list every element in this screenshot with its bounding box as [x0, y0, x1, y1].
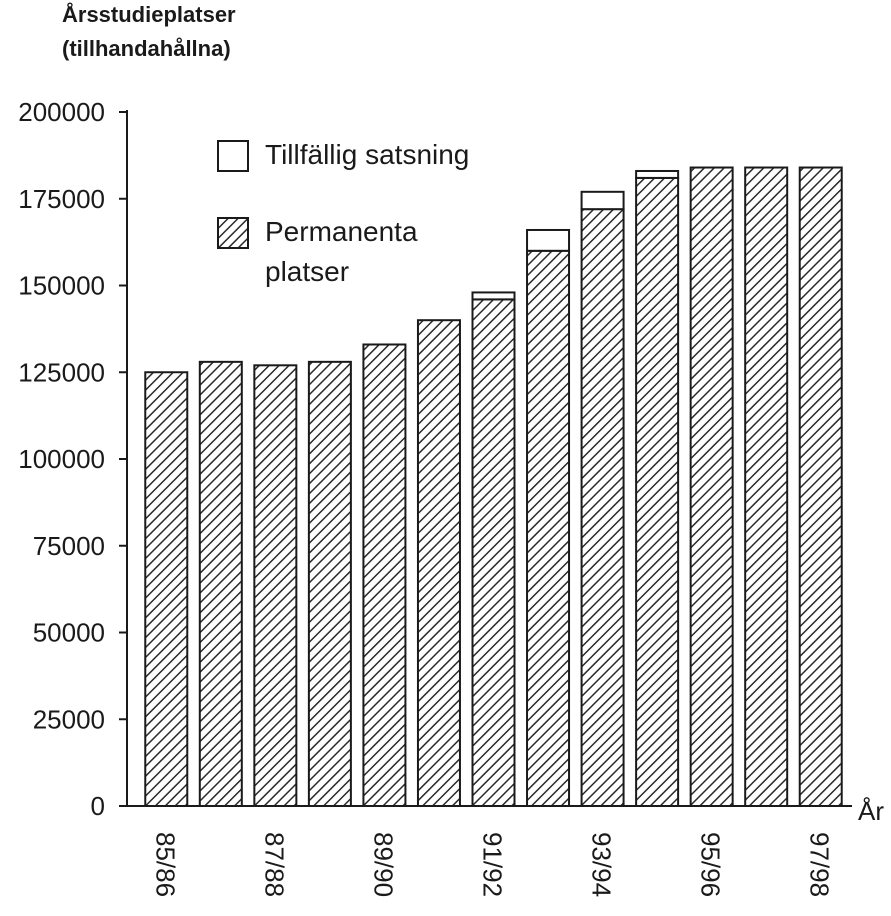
- y-tick-label: 125000: [18, 357, 105, 387]
- y-tick-label: 0: [91, 791, 105, 821]
- y-axis-title-line1: Årsstudieplatser: [62, 2, 236, 27]
- legend: [217, 140, 249, 249]
- y-tick-label: 75000: [33, 531, 105, 561]
- x-axis-title: År: [858, 796, 884, 826]
- y-tick-label: 200000: [18, 97, 105, 127]
- bar-permanenta-97-98: [798, 166, 843, 807]
- x-tick-label: 89/90: [368, 832, 398, 897]
- bar-permanenta-96-97: [744, 166, 789, 807]
- bar-tillfallig-92-93: [526, 228, 571, 252]
- bar-permanenta-88-89: [307, 360, 352, 807]
- bar-permanenta-92-93: [526, 249, 571, 808]
- bar-permanenta-91-92: [471, 298, 516, 807]
- bar-permanenta-94-95: [635, 176, 680, 807]
- y-tick-label: 50000: [33, 618, 105, 648]
- bar-permanenta-90-91: [416, 319, 461, 807]
- y-tick-label: 175000: [18, 184, 105, 214]
- bar-permanenta-86-87: [198, 360, 243, 807]
- x-tick-label: 93/94: [587, 832, 617, 897]
- y-tick-label: 150000: [18, 271, 105, 301]
- bar-permanenta-89-90: [362, 343, 407, 807]
- bar-tillfallig-93-94: [580, 190, 625, 211]
- x-tick-label: 87/88: [259, 832, 289, 897]
- y-tick-label: 100000: [18, 444, 105, 474]
- bar-permanenta-87-88: [253, 364, 298, 807]
- x-ticks: 85/86 87/88 89/90 91/92 93/94 95/96 97/98: [150, 832, 834, 897]
- x-tick-label: 97/98: [805, 832, 835, 897]
- bar-tillfallig-94-95: [635, 169, 680, 179]
- x-tick-label: 91/92: [478, 832, 508, 897]
- legend-label-permanenta: Permanenta: [265, 216, 418, 247]
- y-ticks: 0 25000 50000 75000 100000 125000 150000 175000…: [18, 97, 127, 821]
- y-tick-label: 25000: [33, 704, 105, 734]
- bar-permanenta-93-94: [580, 208, 625, 808]
- legend-label-tillfallig: Tillfällig satsning: [265, 139, 470, 170]
- y-axis-title-line2: (tillhandahållna): [62, 36, 231, 61]
- bar-tillfallig-91-92: [471, 291, 516, 301]
- x-tick-label: 85/86: [150, 832, 180, 897]
- bar-permanenta-95-96: [689, 166, 734, 807]
- x-tick-label: 95/96: [696, 832, 726, 897]
- bar-permanenta-85-86: [144, 371, 189, 807]
- bars: [144, 166, 843, 808]
- legend-label-platser: platser: [265, 256, 350, 287]
- legend-swatch-permanenta: [217, 217, 249, 249]
- legend-swatch-tillfallig: [217, 140, 249, 172]
